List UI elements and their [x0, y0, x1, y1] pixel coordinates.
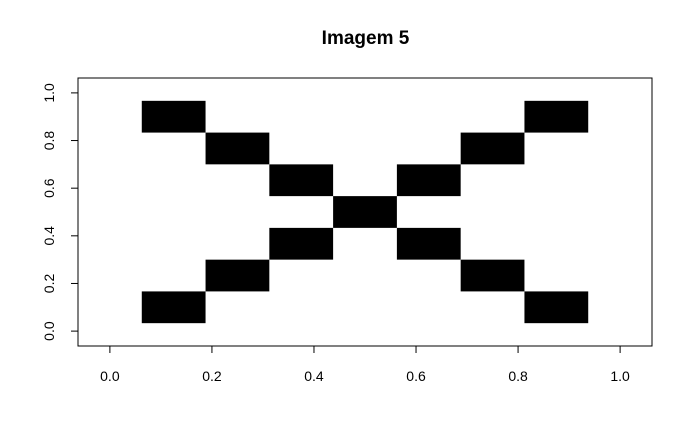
- y-tick-label-3: 0.6: [41, 178, 57, 198]
- y-tick-label-1: 0.2: [41, 274, 57, 294]
- heatmap-cell-3: [460, 132, 525, 165]
- x-tick-label-4: 0.8: [508, 368, 528, 384]
- y-tick-label-4: 0.8: [41, 131, 57, 151]
- heatmap-cell-11: [141, 291, 206, 324]
- heatmap-cell-5: [396, 164, 461, 197]
- x-tick-label-5: 1.0: [610, 368, 630, 384]
- heatmap-cell-0: [141, 100, 206, 133]
- heatmap-cell-12: [524, 291, 589, 324]
- x-tick-label-3: 0.6: [406, 368, 426, 384]
- x-tick-label-1: 0.2: [202, 368, 222, 384]
- heatmap-cell-6: [333, 196, 397, 228]
- heatmap-cell-10: [460, 259, 525, 292]
- x-tick-label-2: 0.4: [304, 368, 324, 384]
- heatmap-cell-4: [269, 164, 334, 197]
- y-tick-label-0: 0.0: [41, 321, 57, 341]
- x-tick-label-0: 0.0: [100, 368, 120, 384]
- heatmap-cell-2: [205, 132, 270, 165]
- x-axis: 0.0 0.2 0.4 0.6 0.8 1.0: [100, 345, 630, 384]
- y-axis: 0.0 0.2 0.4 0.6 0.8 1.0: [41, 83, 79, 341]
- heatmap-cell-8: [396, 227, 461, 260]
- y-tick-label-5: 1.0: [41, 83, 57, 103]
- heatmap-cell-7: [269, 227, 334, 260]
- y-tick-label-2: 0.4: [41, 226, 57, 246]
- heatmap-cell-1: [524, 100, 589, 133]
- cell-layer: [141, 100, 589, 324]
- chart-title: Imagem 5: [321, 28, 410, 49]
- heatmap-cell-9: [205, 259, 270, 292]
